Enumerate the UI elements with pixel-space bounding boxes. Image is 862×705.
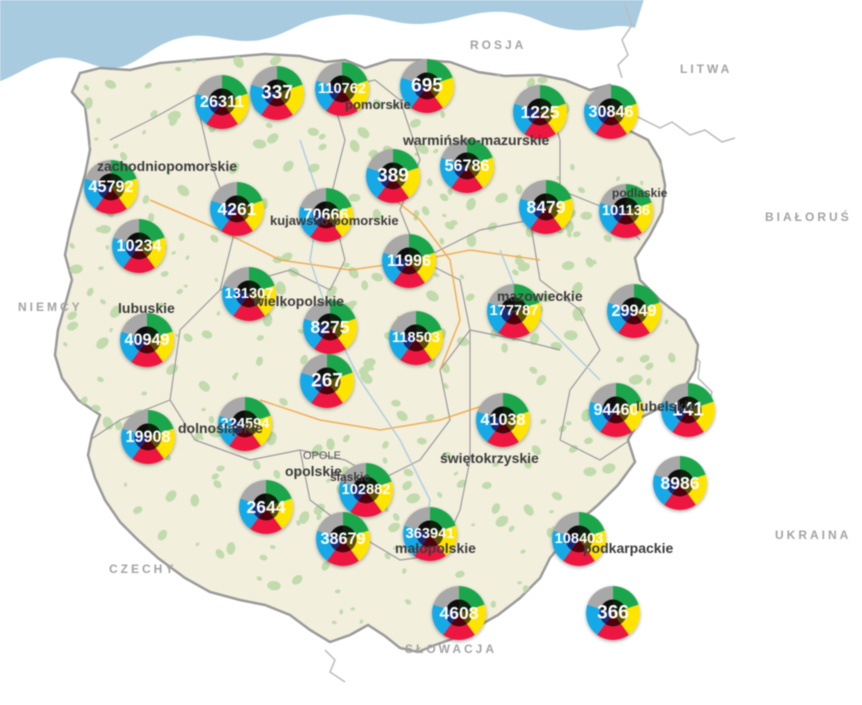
svg-text:8275: 8275: [311, 317, 350, 337]
svg-text:118503: 118503: [392, 330, 440, 346]
svg-text:102882: 102882: [342, 482, 391, 498]
svg-text:38679: 38679: [320, 530, 365, 548]
svg-text:8479: 8479: [527, 197, 566, 217]
svg-text:1225: 1225: [521, 102, 560, 122]
svg-text:94460: 94460: [593, 401, 638, 419]
svg-text:2644: 2644: [247, 497, 286, 517]
svg-text:695: 695: [411, 76, 443, 97]
svg-text:110762: 110762: [318, 81, 366, 97]
svg-text:19908: 19908: [125, 428, 170, 446]
svg-text:26311: 26311: [200, 93, 244, 111]
svg-text:29949: 29949: [611, 302, 656, 320]
svg-text:45792: 45792: [88, 178, 133, 196]
svg-text:40949: 40949: [124, 331, 169, 349]
svg-text:267: 267: [311, 371, 343, 392]
svg-text:4608: 4608: [440, 603, 479, 623]
svg-text:56786: 56786: [444, 157, 489, 175]
svg-text:177787: 177787: [490, 303, 539, 319]
svg-text:11996: 11996: [387, 252, 431, 270]
svg-text:10234: 10234: [116, 237, 161, 255]
svg-text:337: 337: [261, 83, 293, 104]
svg-text:8986: 8986: [661, 473, 700, 493]
svg-text:4261: 4261: [218, 199, 257, 219]
svg-text:366: 366: [597, 603, 629, 624]
svg-text:41038: 41038: [480, 411, 525, 429]
svg-text:101136: 101136: [602, 203, 650, 219]
svg-text:30846: 30846: [588, 103, 633, 121]
svg-text:389: 389: [377, 166, 409, 187]
